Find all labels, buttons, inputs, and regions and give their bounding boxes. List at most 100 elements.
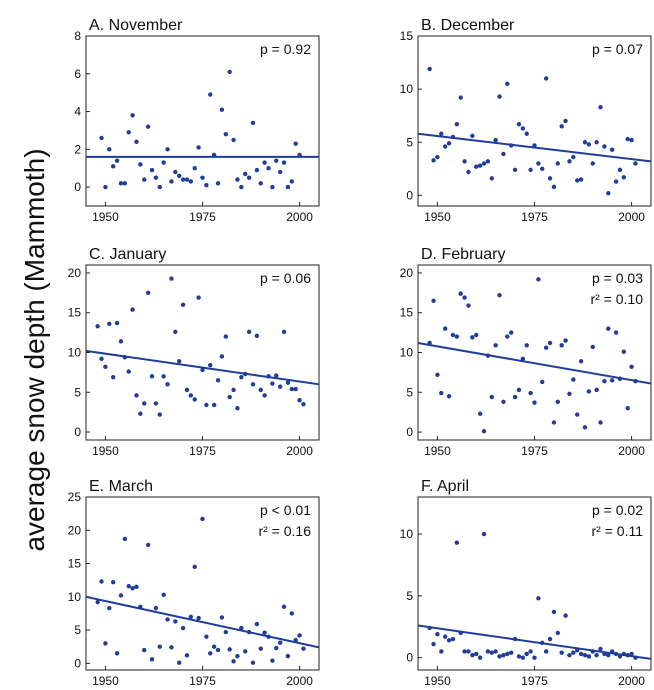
data-point (625, 652, 630, 658)
data-point (602, 651, 607, 657)
data-point (270, 658, 275, 663)
y-tick-label: 5 (74, 623, 81, 637)
panel-title: C. January (89, 246, 166, 263)
data-point (571, 650, 576, 655)
data-point (578, 359, 584, 364)
data-point (134, 139, 139, 144)
data-point (547, 340, 553, 346)
data-point (466, 303, 471, 308)
data-point (431, 641, 436, 647)
data-point (575, 412, 580, 417)
data-point (458, 630, 463, 636)
data-point (621, 651, 627, 657)
data-point (204, 402, 209, 408)
data-point (99, 356, 104, 362)
data-point (239, 184, 244, 190)
data-point (169, 276, 174, 281)
data-point (110, 374, 116, 380)
data-point (435, 631, 440, 637)
stat-label: p < 0.01 (260, 502, 311, 518)
data-point (532, 143, 537, 148)
y-tick-label: 15 (400, 306, 414, 320)
data-point (613, 179, 619, 184)
data-point (497, 654, 502, 659)
data-point (142, 401, 147, 406)
data-point (274, 645, 279, 651)
data-point (227, 394, 232, 400)
data-point (493, 137, 498, 143)
data-point (157, 184, 162, 190)
x-tick-label: 1950 (92, 210, 119, 224)
y-tick-label: 5 (406, 589, 413, 603)
data-point (126, 369, 131, 374)
y-tick-label: 20 (68, 523, 82, 537)
y-tick-label: 0 (74, 180, 81, 194)
data-point (208, 92, 213, 97)
data-point (95, 599, 100, 605)
data-point (200, 367, 205, 373)
data-point (520, 356, 526, 362)
data-point (177, 359, 182, 364)
data-point (493, 649, 498, 654)
trend-line (85, 349, 320, 386)
data-point (516, 387, 522, 393)
data-point (157, 412, 162, 417)
data-point (606, 326, 611, 331)
data-point (516, 121, 522, 127)
panel-f: F. April 0 5 10 1950 1975 2000 p = 0.02 r² = 0.1… (400, 478, 652, 688)
data-point (258, 387, 263, 393)
data-point (231, 659, 236, 664)
y-tick-label: 10 (400, 82, 414, 96)
data-point (274, 373, 279, 378)
trend-line (85, 595, 320, 649)
data-point (138, 411, 143, 416)
data-point (243, 371, 248, 377)
data-point (481, 161, 487, 166)
data-point (458, 291, 463, 296)
data-point (501, 151, 506, 157)
data-point (602, 144, 607, 149)
y-tick-label: 25 (68, 490, 82, 504)
data-point (149, 167, 155, 173)
data-point (462, 295, 467, 300)
y-tick-label: 0 (406, 425, 413, 439)
data-point (427, 340, 432, 346)
data-point (231, 387, 236, 393)
data-point (532, 400, 537, 405)
data-point (134, 584, 139, 590)
y-tick-label: 5 (406, 385, 413, 399)
data-point (551, 420, 557, 425)
data-point (277, 640, 283, 645)
data-point (153, 401, 159, 406)
data-point (551, 184, 557, 190)
data-point (543, 345, 549, 350)
data-point (547, 176, 553, 181)
data-point (470, 335, 475, 340)
data-point (532, 655, 537, 660)
data-point (586, 142, 592, 147)
data-point (95, 324, 100, 329)
data-point (145, 290, 151, 296)
y-tick-label: 10 (400, 527, 414, 541)
data-point (274, 158, 279, 163)
data-point (110, 579, 116, 585)
data-point (497, 293, 502, 298)
data-point (582, 140, 588, 145)
y-tick-label: 0 (406, 651, 413, 665)
data-point (149, 657, 155, 662)
data-point (598, 104, 603, 110)
data-point (450, 332, 456, 338)
data-point (442, 326, 448, 331)
data-point (165, 382, 170, 387)
stat-label: r² = 0.11 (592, 523, 644, 539)
data-point (575, 648, 580, 653)
data-point (509, 143, 514, 148)
data-point (118, 181, 124, 186)
data-point (567, 391, 572, 397)
data-point (489, 176, 494, 181)
data-point (180, 625, 186, 631)
x-tick-label: 2000 (618, 210, 645, 224)
data-point (477, 655, 483, 660)
data-point (173, 619, 178, 624)
